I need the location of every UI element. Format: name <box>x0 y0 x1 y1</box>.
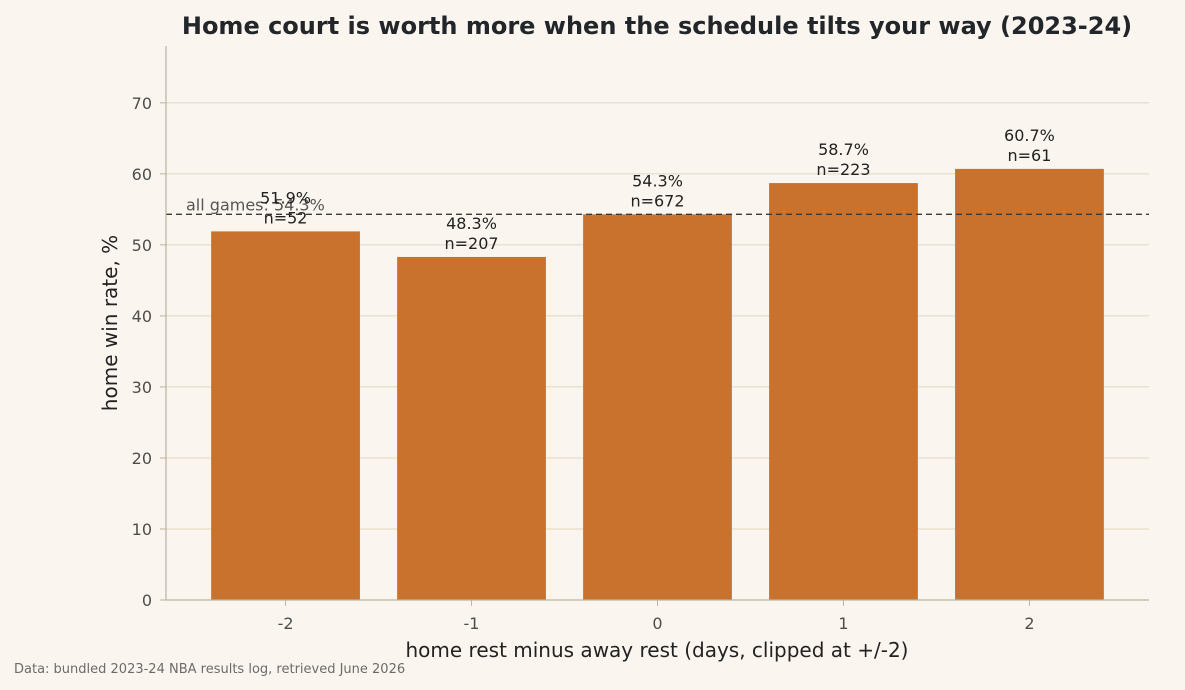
bar-labels: 51.9%n=52 48.3%n=207 54.3%n=672 58.7%n=223 6… <box>260 126 1055 253</box>
bar-value-label: 58.7% <box>818 140 869 159</box>
y-tick-label: 0 <box>142 591 152 610</box>
reference-line-label: all games: 54.3% <box>186 195 325 214</box>
bar <box>769 183 918 601</box>
chart-title: Home court is worth more when the schedu… <box>182 12 1132 40</box>
source-note: Data: bundled 2023-24 NBA results log, r… <box>14 662 405 677</box>
x-axis-label: home rest minus away rest (days, clipped… <box>406 638 909 662</box>
x-tick-label: 1 <box>838 614 848 633</box>
bar <box>211 231 360 600</box>
x-tick-label: -2 <box>278 614 294 633</box>
y-tick-label: 30 <box>132 378 152 397</box>
bar-value-label: 51.9% <box>260 188 311 207</box>
bar-count-label: n=207 <box>444 234 498 253</box>
y-tick-label: 70 <box>132 94 152 113</box>
y-tick-label: 40 <box>132 307 152 326</box>
bar <box>583 214 732 601</box>
y-tick-label: 60 <box>132 165 152 184</box>
bar-value-label: 60.7% <box>1004 126 1055 145</box>
y-axis-label: home win rate, % <box>98 235 122 411</box>
y-tick-label: 10 <box>132 520 152 539</box>
bar-count-label: n=672 <box>630 191 684 210</box>
y-tick-label: 50 <box>132 236 152 255</box>
bar-value-label: 48.3% <box>446 214 497 233</box>
x-tick-label: -1 <box>464 614 480 633</box>
x-ticks: -2 -1 0 1 2 <box>278 600 1035 633</box>
bar-value-label: 54.3% <box>632 171 683 190</box>
x-tick-label: 0 <box>652 614 662 633</box>
x-tick-label: 2 <box>1024 614 1034 633</box>
bar-count-label: n=52 <box>264 208 308 227</box>
bar-count-label: n=61 <box>1008 146 1052 165</box>
bar-count-label: n=223 <box>816 160 870 179</box>
bars <box>211 168 1104 601</box>
bar <box>397 256 546 600</box>
bar <box>955 168 1104 600</box>
y-ticks: 0 10 20 30 40 50 60 70 <box>132 94 166 610</box>
y-tick-label: 20 <box>132 449 152 468</box>
reference-line-group: all games: 54.3% <box>166 195 1149 216</box>
